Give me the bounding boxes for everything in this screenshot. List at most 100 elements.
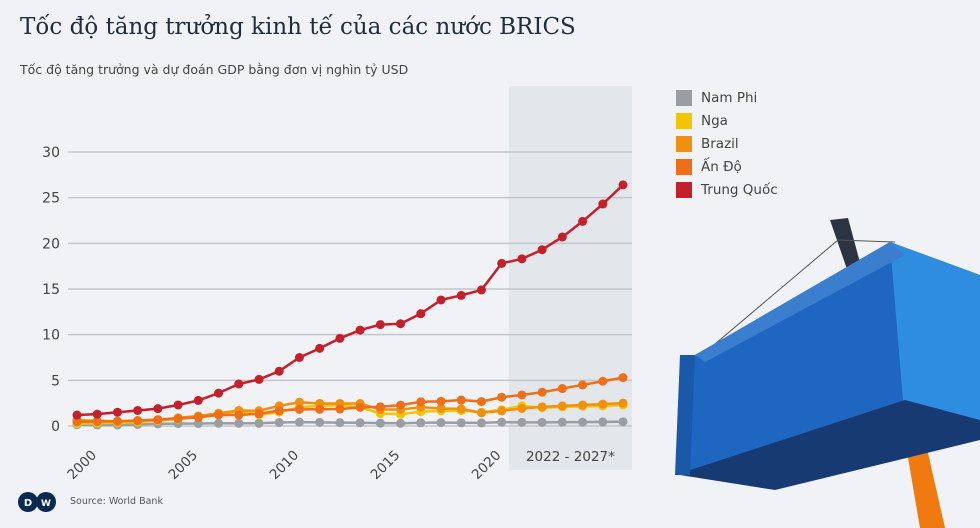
data-point xyxy=(153,415,163,425)
data-point xyxy=(133,405,143,415)
y-tick-label: 20 xyxy=(42,236,60,252)
data-point xyxy=(193,395,203,405)
data-point xyxy=(274,406,284,416)
data-point xyxy=(537,402,547,412)
y-tick-label: 5 xyxy=(51,373,60,389)
y-tick-label: 0 xyxy=(51,419,60,435)
x-axis: 2000 2005 2010 2015 2020 xyxy=(64,447,504,483)
data-point xyxy=(274,418,284,428)
data-point xyxy=(497,417,507,427)
data-point xyxy=(497,392,507,402)
chart-subtitle: Tốc độ tăng trưởng và dự đoán GDP bằng đ… xyxy=(20,62,409,77)
source-note: Source: World Bank xyxy=(70,496,163,507)
data-point xyxy=(618,373,628,383)
data-point xyxy=(517,403,527,413)
data-point xyxy=(416,397,426,407)
x-tick-label: 2005 xyxy=(165,447,201,483)
data-point xyxy=(396,400,406,410)
data-point xyxy=(598,399,608,409)
data-point xyxy=(416,418,426,428)
data-point xyxy=(456,404,466,414)
series-line xyxy=(76,420,624,427)
data-point xyxy=(234,410,244,420)
data-point xyxy=(497,406,507,416)
legend-swatch xyxy=(676,158,692,175)
dw-logo: D W xyxy=(18,492,56,512)
legend-label: Nga xyxy=(701,112,728,129)
data-point xyxy=(193,412,203,422)
data-point xyxy=(234,418,244,428)
data-point xyxy=(335,333,345,343)
legend-label: Ấn Độ xyxy=(701,158,742,175)
legend-item: Trung Quốc xyxy=(676,178,778,201)
legend-swatch xyxy=(676,89,692,106)
y-tick-label: 25 xyxy=(42,191,60,207)
data-point xyxy=(375,402,385,412)
legend-swatch xyxy=(676,112,692,129)
data-point xyxy=(517,254,527,264)
x-tick-label: 2015 xyxy=(368,447,404,483)
legend-item: Brazil xyxy=(676,132,778,155)
data-point xyxy=(153,404,163,414)
data-point xyxy=(315,404,325,414)
data-point xyxy=(436,403,446,413)
data-point xyxy=(456,395,466,405)
legend-item: Nga xyxy=(676,109,778,132)
data-point xyxy=(436,295,446,305)
legend-label: Nam Phi xyxy=(701,89,758,106)
data-point xyxy=(335,404,345,414)
legend: Nam Phi Nga Brazil Ấn Độ Trung Quốc xyxy=(676,86,778,201)
forecast-band-rect xyxy=(508,86,632,470)
data-point xyxy=(618,417,628,427)
data-point xyxy=(92,409,102,419)
data-point xyxy=(133,416,143,426)
data-point xyxy=(92,417,102,427)
forecast-band: 2022 - 2027* xyxy=(508,86,632,470)
data-point xyxy=(537,245,547,255)
legend-swatch xyxy=(676,135,692,152)
data-point xyxy=(396,418,406,428)
data-point xyxy=(557,232,567,242)
data-point xyxy=(517,417,527,427)
data-point xyxy=(234,379,244,389)
data-point xyxy=(375,418,385,428)
series-line xyxy=(76,183,624,417)
y-tick-label: 15 xyxy=(42,282,60,298)
data-point xyxy=(598,417,608,427)
data-point xyxy=(335,418,345,428)
data-point xyxy=(315,343,325,353)
data-point xyxy=(254,374,264,384)
y-tick-label: 30 xyxy=(42,145,60,161)
data-point xyxy=(375,320,385,330)
data-point xyxy=(578,380,588,390)
data-point xyxy=(456,418,466,428)
x-tick-label: 2000 xyxy=(64,447,100,483)
legend-label: Brazil xyxy=(701,135,739,152)
data-point xyxy=(396,319,406,329)
data-point xyxy=(578,400,588,410)
data-point xyxy=(294,417,304,427)
data-point xyxy=(436,418,446,428)
data-point xyxy=(112,407,122,417)
series-line xyxy=(76,376,624,423)
data-point xyxy=(214,410,224,420)
data-point xyxy=(598,376,608,386)
data-point xyxy=(355,418,365,428)
data-point xyxy=(173,400,183,410)
data-point xyxy=(557,384,567,394)
x-tick-label: 2010 xyxy=(267,447,303,483)
data-point xyxy=(294,397,304,407)
data-point xyxy=(618,180,628,190)
data-point xyxy=(416,309,426,319)
data-point xyxy=(557,417,567,427)
data-point xyxy=(315,417,325,427)
svg-text:W: W xyxy=(41,499,51,509)
data-point xyxy=(294,353,304,362)
data-point xyxy=(254,409,264,419)
data-point xyxy=(557,401,567,411)
y-tick-label: 10 xyxy=(42,328,60,344)
data-point xyxy=(476,408,486,418)
data-point xyxy=(112,416,122,426)
data-point xyxy=(436,396,446,406)
